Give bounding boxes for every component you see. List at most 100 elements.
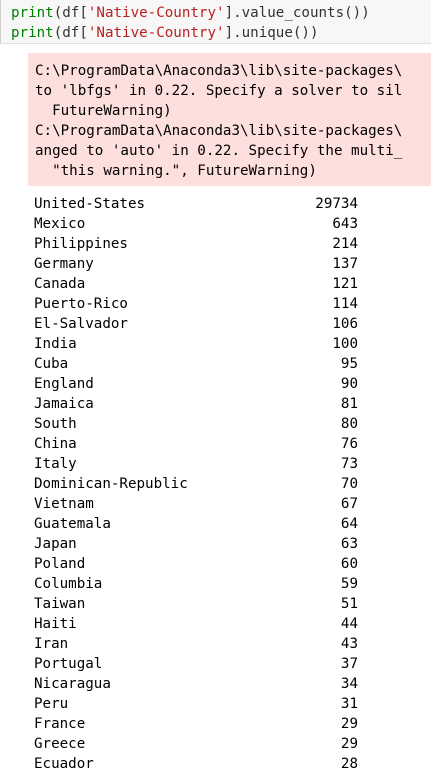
list-item: Peru 31 <box>34 694 364 714</box>
list-item: Germany 137 <box>34 254 364 274</box>
list-item: Greece 29 <box>34 734 364 754</box>
string-literal: 'Native-Country' <box>87 5 225 21</box>
print-keyword: print <box>11 5 54 21</box>
list-item: South 80 <box>34 414 364 434</box>
list-item: France 29 <box>34 714 364 734</box>
country-name: Columbia <box>34 576 103 592</box>
list-item: Puerto-Rico 114 <box>34 294 364 314</box>
country-name: Philippines <box>34 236 128 252</box>
country-count: 67 <box>340 496 358 512</box>
country-count: 29 <box>340 716 358 732</box>
country-count: 28 <box>340 756 358 772</box>
list-item: Mexico 643 <box>34 214 364 234</box>
country-name: Peru <box>34 696 69 712</box>
list-item: England 90 <box>34 374 364 394</box>
country-count: 37 <box>340 656 358 672</box>
country-name: Vietnam <box>34 496 94 512</box>
country-count: 100 <box>332 336 358 352</box>
country-count: 643 <box>332 216 358 232</box>
list-item: Dominican-Republic 70 <box>34 474 364 494</box>
warning-line: C:\ProgramData\Anaconda3\lib\site-packag… <box>35 123 403 139</box>
code-text: (df[ <box>53 25 88 41</box>
country-name: Nicaragua <box>34 676 111 692</box>
country-name: United-States <box>34 196 146 212</box>
list-item: Poland 60 <box>34 554 364 574</box>
country-name: El-Salvador <box>34 316 128 332</box>
list-item: Italy 73 <box>34 454 364 474</box>
country-count: 29734 <box>315 196 358 212</box>
warning-output: C:\ProgramData\Anaconda3\lib\site-packag… <box>28 53 431 186</box>
list-item: Canada 121 <box>34 274 364 294</box>
country-count: 44 <box>340 616 358 632</box>
country-count: 106 <box>332 316 358 332</box>
country-count: 121 <box>332 276 358 292</box>
list-item: Taiwan 51 <box>34 594 364 614</box>
country-count: 43 <box>340 636 358 652</box>
country-name: Japan <box>34 536 77 552</box>
country-name: Portugal <box>34 656 103 672</box>
country-count: 70 <box>340 476 358 492</box>
country-name: Dominican-Republic <box>34 476 188 492</box>
country-name: France <box>34 716 86 732</box>
country-count: 95 <box>340 356 358 372</box>
list-item: Iran 43 <box>34 634 364 654</box>
country-name: Ecuador <box>34 756 94 772</box>
country-count: 80 <box>340 416 358 432</box>
warning-line: "this warning.", FutureWarning) <box>35 163 317 179</box>
code-text: ].unique()) <box>224 25 319 41</box>
country-name: Italy <box>34 456 77 472</box>
list-item: United-States 29734 <box>34 194 364 214</box>
country-name: Jamaica <box>34 396 94 412</box>
country-name: Haiti <box>34 616 77 632</box>
list-item: Nicaragua 34 <box>34 674 364 694</box>
country-name: China <box>34 436 77 452</box>
country-name: Cuba <box>34 356 69 372</box>
list-item: India 100 <box>34 334 364 354</box>
list-item: Haiti 44 <box>34 614 364 634</box>
country-name: Mexico <box>34 216 86 232</box>
country-count: 214 <box>332 236 358 252</box>
list-item: Guatemala 64 <box>34 514 364 534</box>
warning-line: to 'lbfgs' in 0.22. Specify a solver to … <box>35 83 403 99</box>
country-name: South <box>34 416 77 432</box>
country-count: 59 <box>340 576 358 592</box>
country-name: Iran <box>34 636 69 652</box>
warning-line: FutureWarning) <box>35 103 172 119</box>
string-literal: 'Native-Country' <box>87 25 225 41</box>
country-count: 114 <box>332 296 358 312</box>
country-name: Greece <box>34 736 86 752</box>
code-line-1[interactable]: print(df['Native-Country'].value_counts(… <box>11 3 370 23</box>
country-count: 60 <box>340 556 358 572</box>
country-count: 51 <box>340 596 358 612</box>
list-item: China 76 <box>34 434 364 454</box>
list-item: Columbia 59 <box>34 574 364 594</box>
country-name: England <box>34 376 94 392</box>
country-name: Guatemala <box>34 516 111 532</box>
country-count: 76 <box>340 436 358 452</box>
country-count: 90 <box>340 376 358 392</box>
country-name: Poland <box>34 556 86 572</box>
list-item: Philippines 214 <box>34 234 364 254</box>
country-count: 64 <box>340 516 358 532</box>
list-item: Cuba 95 <box>34 354 364 374</box>
list-item: Vietnam 67 <box>34 494 364 514</box>
list-item: Japan 63 <box>34 534 364 554</box>
country-count: 81 <box>340 396 358 412</box>
code-text: ].value_counts()) <box>224 5 370 21</box>
list-item: Portugal 37 <box>34 654 364 674</box>
country-count: 31 <box>340 696 358 712</box>
code-input-cell[interactable]: print(df['Native-Country'].value_counts(… <box>0 0 431 44</box>
print-keyword: print <box>11 25 54 41</box>
warning-line: C:\ProgramData\Anaconda3\lib\site-packag… <box>35 63 403 79</box>
warning-line: anged to 'auto' in 0.22. Specify the mul… <box>35 143 403 159</box>
list-item: Jamaica 81 <box>34 394 364 414</box>
country-name: Germany <box>34 256 94 272</box>
code-text: (df[ <box>53 5 88 21</box>
code-line-2[interactable]: print(df['Native-Country'].unique()) <box>11 23 319 43</box>
country-count: 63 <box>340 536 358 552</box>
country-name: Puerto-Rico <box>34 296 128 312</box>
country-count: 137 <box>332 256 358 272</box>
country-name: India <box>34 336 77 352</box>
list-item: Ecuador 28 <box>34 754 364 774</box>
